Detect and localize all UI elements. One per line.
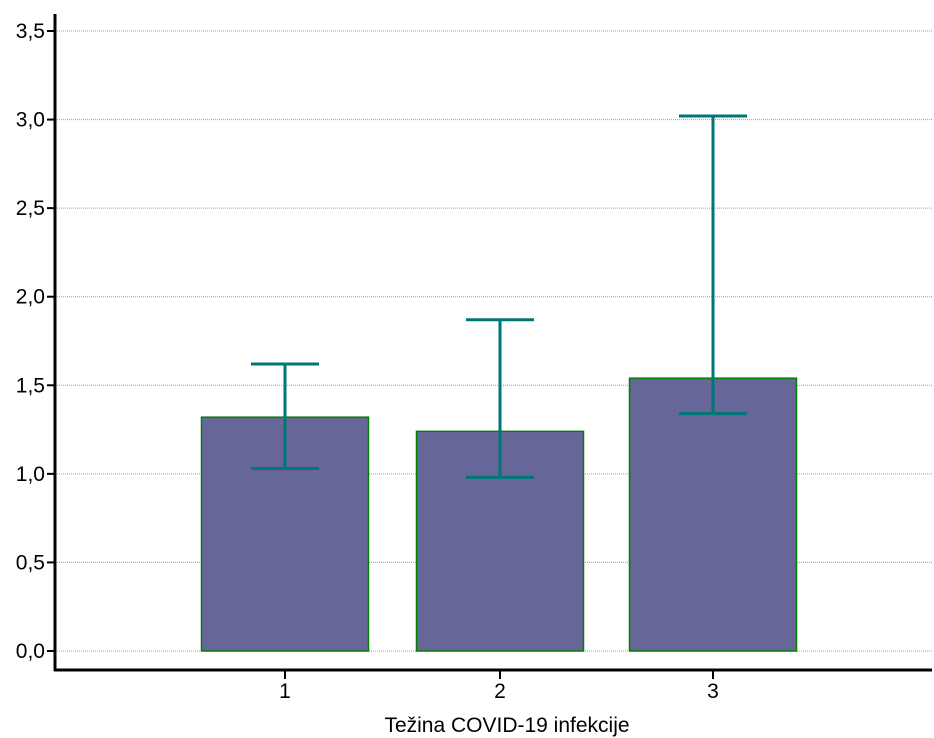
error-bar bbox=[679, 114, 747, 416]
y-tick-label: 3,0 bbox=[16, 109, 45, 132]
y-tick-label: 2,0 bbox=[16, 286, 45, 309]
x-tick-label: 2 bbox=[494, 680, 506, 703]
y-ticks: 0,0 0,5 1,0 1,5 2,0 2,5 3,0 3,5 bbox=[16, 20, 55, 663]
x-ticks: 1 2 3 bbox=[279, 670, 719, 703]
y-tick-label: 0,5 bbox=[16, 551, 45, 574]
y-tick-label: 3,5 bbox=[16, 20, 45, 43]
error-bar bbox=[466, 318, 534, 479]
error-bars bbox=[251, 114, 747, 479]
y-tick-label: 2,5 bbox=[16, 197, 45, 220]
bar bbox=[628, 377, 798, 652]
error-bar bbox=[251, 362, 319, 471]
y-tick-label: 0,0 bbox=[16, 640, 45, 663]
y-tick-label: 1,0 bbox=[16, 463, 45, 486]
x-tick-label: 1 bbox=[279, 680, 291, 703]
x-axis-title: Težina COVID-19 infekcije bbox=[384, 714, 629, 737]
y-tick-label: 1,5 bbox=[16, 374, 45, 397]
x-tick-label: 3 bbox=[707, 680, 719, 703]
